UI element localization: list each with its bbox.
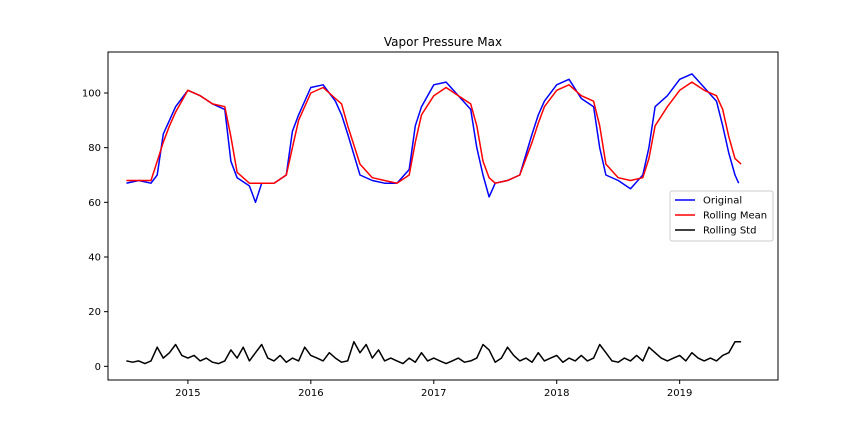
y-tick-label: 20 (88, 307, 101, 318)
series-layer (126, 73, 742, 365)
y-axis: 0 20 40 60 80 100 (82, 89, 108, 373)
x-axis: 2015 2016 2017 2018 2019 (175, 380, 692, 399)
legend-label: Rolling Std (703, 226, 756, 237)
x-tick-label: 2015 (175, 388, 200, 399)
legend-label: Rolling Mean (703, 211, 767, 222)
x-tick-label: 2017 (421, 388, 446, 399)
y-tick-label: 60 (88, 198, 101, 209)
y-tick-label: 80 (88, 143, 101, 154)
chart-title: Vapor Pressure Max (384, 35, 502, 49)
legend-box (669, 190, 774, 242)
plot-frame (107, 51, 779, 381)
series-line-rolling-mean (126, 81, 742, 184)
x-tick-label: 2019 (667, 388, 692, 399)
legend-label: Original (703, 196, 742, 207)
y-tick-label: 0 (95, 362, 101, 373)
x-tick-label: 2018 (544, 388, 569, 399)
y-tick-label: 40 (88, 253, 101, 264)
legend: Original Rolling Mean Rolling Std (669, 190, 774, 242)
series-line-rolling-std (126, 340, 742, 365)
series-line-original (126, 73, 740, 204)
y-tick-label: 100 (82, 89, 101, 100)
x-tick-label: 2016 (298, 388, 323, 399)
